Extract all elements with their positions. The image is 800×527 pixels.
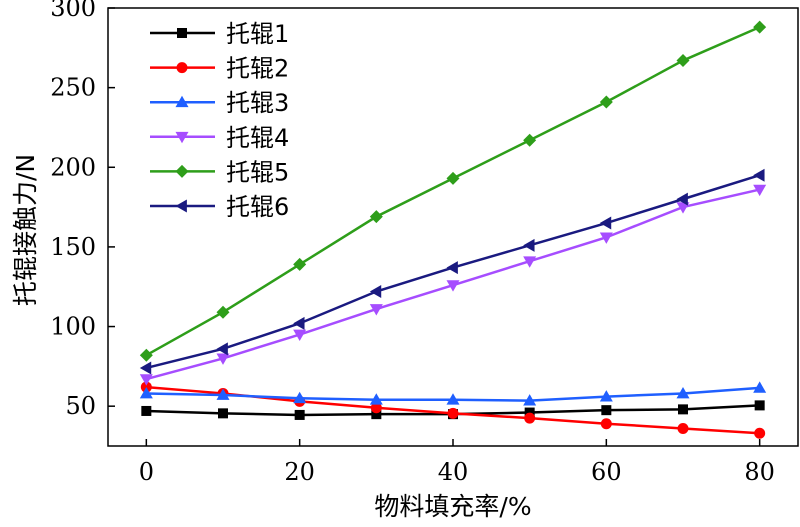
x-tick-label: 40 xyxy=(438,458,469,486)
data-point xyxy=(293,329,307,342)
data-point xyxy=(524,412,536,424)
data-point xyxy=(370,402,382,414)
data-point xyxy=(754,427,766,439)
legend-item: 托辊2 xyxy=(150,55,289,83)
data-point xyxy=(446,261,458,275)
data-point xyxy=(216,305,230,319)
legend-marker xyxy=(176,62,188,74)
x-tick-label: 20 xyxy=(284,458,315,486)
data-point xyxy=(216,353,230,365)
data-point xyxy=(524,407,535,418)
legend-marker xyxy=(175,95,189,108)
data-point xyxy=(139,386,153,399)
data-point xyxy=(369,393,383,405)
legend-marker xyxy=(175,199,187,213)
data-point xyxy=(139,374,153,386)
data-point xyxy=(753,184,767,197)
data-point xyxy=(369,210,383,224)
data-point xyxy=(676,192,688,206)
y-tick-label: 300 xyxy=(50,0,96,22)
legend-label: 托辊1 xyxy=(226,20,289,48)
data-point xyxy=(369,285,382,299)
series-4 xyxy=(139,184,767,386)
series-6 xyxy=(139,168,765,375)
data-point xyxy=(139,361,152,375)
data-point xyxy=(678,404,688,415)
data-point xyxy=(600,418,612,430)
x-tick-label: 80 xyxy=(744,458,775,486)
data-point xyxy=(753,381,767,393)
data-point xyxy=(523,256,537,268)
legend-label: 托辊5 xyxy=(226,158,289,186)
data-point xyxy=(523,238,535,252)
series-5 xyxy=(139,20,767,362)
legend-marker xyxy=(175,164,189,178)
x-tick-label: 60 xyxy=(591,458,622,486)
legend-marker xyxy=(177,28,187,38)
x-axis-title: 物料填充率/% xyxy=(374,492,531,521)
y-tick-label: 250 xyxy=(50,74,96,102)
data-point xyxy=(369,304,383,316)
data-point xyxy=(523,133,537,147)
data-point xyxy=(446,393,460,405)
y-tick-label: 50 xyxy=(65,392,96,420)
data-point xyxy=(601,405,612,416)
data-point xyxy=(753,168,765,182)
data-point xyxy=(677,422,689,434)
y-tick-label: 200 xyxy=(50,153,96,181)
data-point xyxy=(599,390,613,402)
data-point xyxy=(294,409,305,420)
x-tick-label: 0 xyxy=(139,458,154,486)
y-axis-title: 托辊接触力/N xyxy=(11,154,40,306)
data-point xyxy=(599,232,613,244)
data-point xyxy=(293,257,307,271)
y-tick-label: 150 xyxy=(50,233,96,261)
data-point xyxy=(447,407,459,419)
data-point xyxy=(139,348,153,362)
data-point xyxy=(446,280,460,292)
data-point xyxy=(754,400,765,411)
legend-label: 托辊6 xyxy=(226,193,289,221)
data-point xyxy=(599,95,613,109)
legend-item: 托辊5 xyxy=(150,158,289,186)
y-tick-label: 100 xyxy=(50,313,96,341)
data-point xyxy=(216,342,228,356)
plot-frame xyxy=(107,7,799,447)
series-3 xyxy=(139,381,767,406)
legend-label: 托辊2 xyxy=(226,55,289,83)
data-point xyxy=(599,216,612,230)
data-point xyxy=(371,409,382,420)
legend-label: 托辊4 xyxy=(226,124,289,152)
data-point xyxy=(676,202,690,214)
data-point xyxy=(293,316,305,330)
data-point xyxy=(676,54,690,68)
data-point xyxy=(446,171,460,185)
data-point xyxy=(216,388,230,400)
data-point xyxy=(218,408,228,419)
legend-label: 托辊3 xyxy=(226,89,289,117)
legend-item: 托辊3 xyxy=(150,89,289,117)
data-point xyxy=(676,386,690,399)
legend-item: 托辊6 xyxy=(150,193,289,221)
legend-item: 托辊1 xyxy=(150,20,289,48)
data-point xyxy=(753,20,767,34)
data-point xyxy=(523,394,537,406)
data-point xyxy=(141,405,152,416)
legend-item: 托辊4 xyxy=(150,124,289,152)
legend-marker xyxy=(175,131,189,144)
data-point xyxy=(293,391,307,404)
